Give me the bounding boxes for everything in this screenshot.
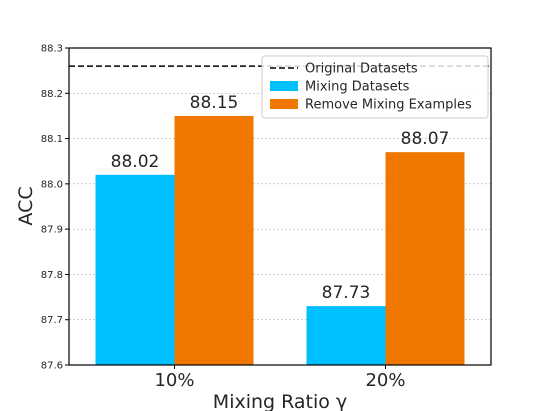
bar-remove-mixing-examples (174, 115, 254, 365)
legend: Original Datasets Mixing Datasets Remove M… (261, 55, 489, 119)
plot-frame (68, 47, 492, 366)
bars (95, 115, 465, 365)
data-labels: 88.02 88.15 87.73 88.07 (111, 93, 450, 303)
data-label: 88.07 (401, 129, 450, 149)
x-axis-ticks: 10% 20% (154, 365, 406, 391)
legend-label: Mixing Datasets (305, 80, 410, 95)
y-tick-label: 87.6 (41, 361, 63, 372)
y-axis-label: ACC (15, 186, 37, 225)
x-tick-label: 10% (154, 370, 194, 391)
legend-label: Remove Mixing Examples (305, 98, 472, 113)
bar-mixing-datasets (95, 174, 175, 365)
y-tick-label: 87.9 (41, 225, 63, 236)
bar-mixing-datasets (306, 306, 386, 365)
data-label: 87.73 (322, 283, 371, 303)
y-axis-ticks: 87.6 87.7 87.8 87.9 88.0 88.1 88.2 88.3 (41, 44, 69, 372)
legend-swatch (270, 81, 298, 91)
y-tick-label: 88.2 (41, 89, 63, 100)
legend-swatch (270, 99, 298, 109)
y-tick-label: 88.0 (41, 179, 63, 190)
data-label: 88.15 (190, 93, 239, 113)
x-axis-label: Mixing Ratio γ (213, 391, 347, 411)
y-tick-label: 88.3 (41, 44, 63, 55)
y-tick-label: 87.7 (41, 315, 63, 326)
y-tick-label: 87.8 (41, 270, 63, 281)
y-tick-label: 88.1 (41, 134, 63, 145)
legend-label-original-datasets: Original Datasets (305, 62, 418, 77)
x-tick-label: 20% (365, 370, 405, 391)
bar-remove-mixing-examples (385, 152, 465, 365)
data-label: 88.02 (111, 152, 160, 172)
legend-box (261, 55, 489, 119)
